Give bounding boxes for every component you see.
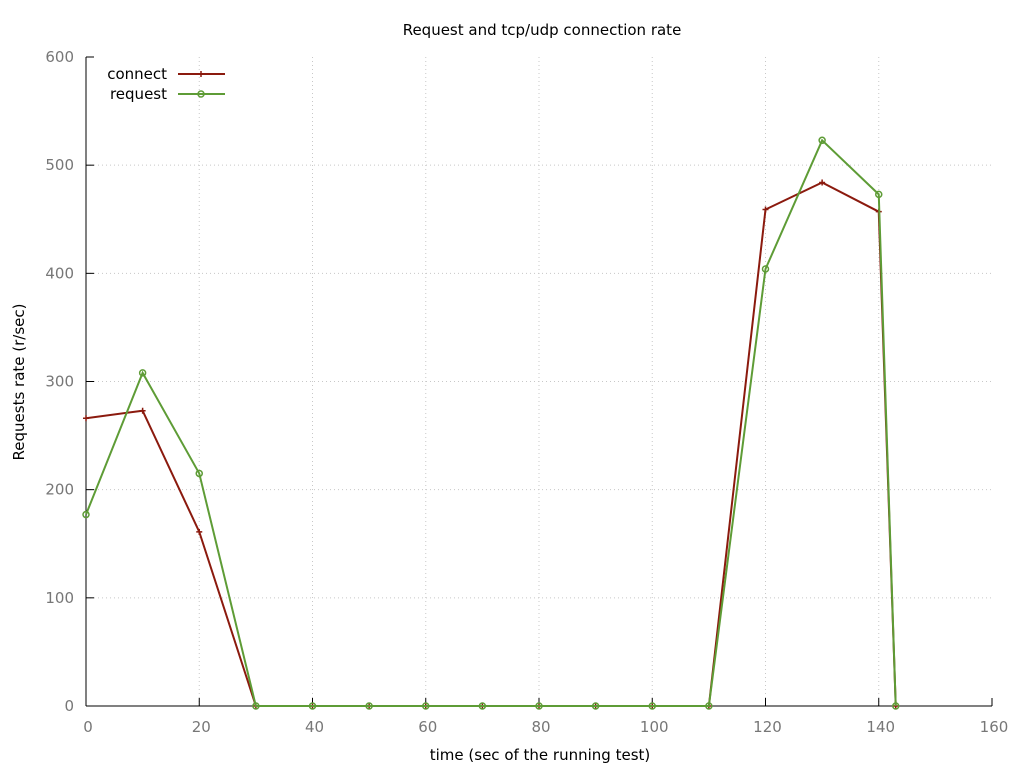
series-line-request: [85, 138, 897, 707]
data-point-request: [252, 702, 260, 710]
y-tick-label: 600: [45, 48, 74, 66]
tick-labels: 0 20 40 60 80 100 120 140 160 0 100 200 300 400 500 600: [45, 48, 1008, 736]
x-tick-label: 100: [640, 718, 669, 736]
x-tick-label: 40: [305, 718, 324, 736]
data-point-request: [705, 702, 713, 710]
x-tick-label: 60: [418, 718, 437, 736]
data-point-request: [308, 702, 317, 710]
y-axis-title: Requests rate (r/sec): [10, 304, 28, 461]
data-point-request: [535, 702, 543, 710]
x-axis-title: time (sec of the running test): [430, 746, 651, 764]
series-group: [82, 136, 900, 710]
x-tick-label: 120: [753, 718, 782, 736]
data-point-request: [478, 702, 487, 710]
data-point-request: [648, 702, 656, 710]
x-tick-label: 140: [866, 718, 895, 736]
y-tick-label: 500: [45, 156, 74, 174]
data-point-request: [875, 190, 883, 199]
data-point-request: [761, 265, 770, 273]
data-point-connect: [196, 528, 203, 535]
x-tick-label: 160: [980, 718, 1009, 736]
legend-marker: [198, 71, 204, 77]
grid: [86, 57, 992, 706]
data-point-request: [891, 702, 900, 710]
y-tick-label: 300: [45, 373, 74, 391]
legend: connect request: [107, 65, 225, 103]
legend-entry-connect: connect: [107, 65, 225, 83]
y-tick-label: 100: [45, 589, 74, 607]
series-line-connect: [85, 181, 897, 707]
x-tick-label: 20: [192, 718, 211, 736]
chart-title: Request and tcp/udp connection rate: [403, 21, 682, 39]
data-point-connect: [83, 415, 89, 422]
data-point-request: [82, 510, 90, 519]
data-point-request: [422, 702, 430, 710]
data-point-request: [365, 702, 373, 710]
x-tick-label: 80: [531, 718, 550, 736]
data-point-request: [138, 369, 147, 377]
y-tick-label: 200: [45, 481, 74, 499]
legend-marker: [197, 90, 205, 98]
data-point-request: [818, 136, 826, 145]
data-point-connect: [819, 179, 826, 186]
legend-entry-request: request: [110, 85, 225, 103]
x-tick-label: 0: [83, 718, 93, 736]
data-point-connect: [762, 206, 769, 213]
series-request: [82, 136, 900, 710]
legend-label: request: [110, 85, 167, 103]
y-tick-label: 400: [45, 264, 74, 282]
data-point-connect: [139, 407, 146, 414]
y-tick-label: 0: [64, 697, 74, 715]
data-point-request: [195, 469, 203, 478]
series-connect: [83, 179, 899, 709]
data-point-request: [591, 702, 600, 710]
legend-label: connect: [107, 65, 167, 83]
